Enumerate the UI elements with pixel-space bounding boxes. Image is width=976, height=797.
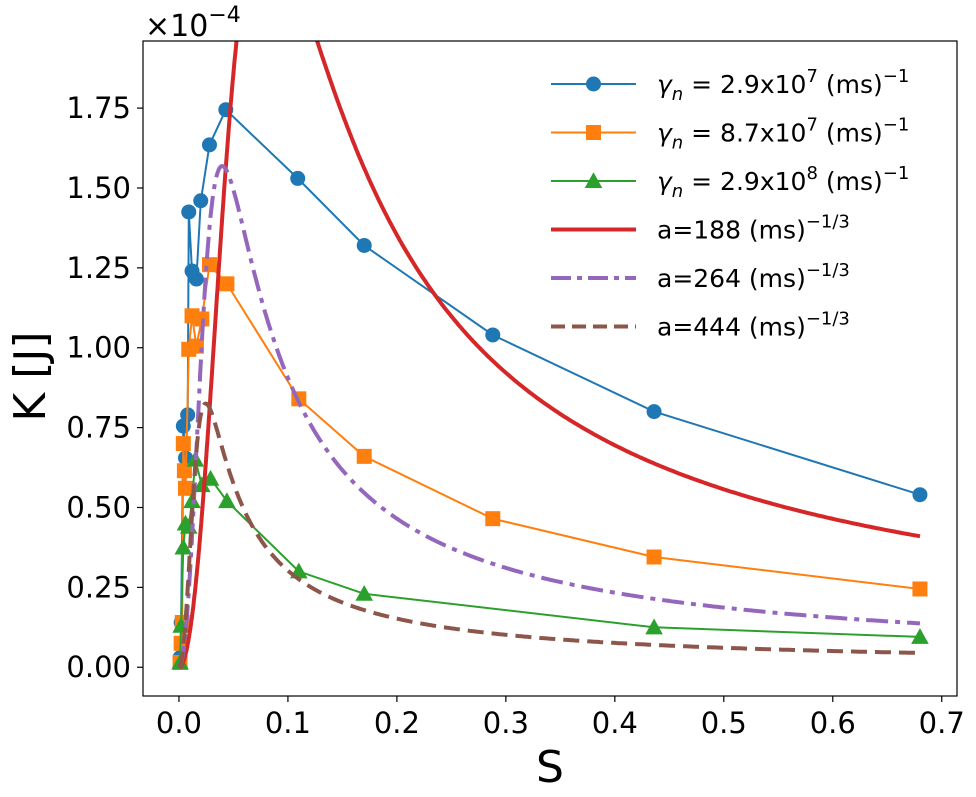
x-tick-label: 0.6 — [810, 706, 856, 740]
legend-item-6: a=444 (ms)−1/3 — [551, 309, 850, 342]
x-axis-title: S — [536, 742, 564, 793]
x-tick-label: 0.4 — [592, 706, 638, 740]
data-point — [355, 584, 374, 601]
y-tick-label: 1.50 — [66, 171, 131, 205]
x-tick-label: 0.3 — [483, 706, 529, 740]
y-multiplier-base: ×10 — [145, 9, 208, 44]
data-point — [485, 327, 501, 343]
data-point — [912, 487, 928, 503]
legend-marker — [586, 125, 601, 140]
data-point — [218, 492, 236, 509]
model-curve — [177, 401, 920, 669]
legend-label: a=444 (ms)−1/3 — [657, 309, 850, 342]
legend-label: a=188 (ms)−1/3 — [657, 212, 850, 245]
series-line — [179, 459, 921, 663]
legend-marker — [584, 172, 603, 189]
legend-item-5: a=264 (ms)−1/3 — [551, 260, 850, 293]
legend-item-3: γn = 2.9x108 (ms)−1 — [551, 163, 909, 202]
legend: γn = 2.9x107 (ms)−1 γn = 8.7x107 (ms)−1 γn… — [551, 66, 909, 342]
x-tick-label: 0.1 — [265, 706, 311, 740]
y-tick-label: 1.75 — [66, 91, 131, 125]
y-multiplier-exponent: −4 — [208, 3, 240, 28]
y-tick-label: 0.50 — [66, 490, 131, 524]
series-layer — [171, 41, 929, 670]
data-point — [911, 628, 929, 644]
data-point — [912, 581, 928, 597]
data-point — [356, 448, 372, 464]
y-tick-label: 1.25 — [66, 251, 131, 285]
x-tick-label: 0.2 — [374, 706, 420, 740]
data-point — [646, 549, 662, 565]
legend-item-2: γn = 8.7x107 (ms)−1 — [551, 115, 909, 154]
x-tick-label: 0.7 — [919, 706, 965, 740]
data-point — [175, 436, 191, 452]
data-point — [645, 618, 663, 635]
plot-frame — [142, 40, 958, 697]
data-point — [188, 271, 204, 287]
legend-label: γn = 8.7x107 (ms)−1 — [657, 115, 909, 154]
data-point — [177, 480, 193, 496]
legend-item-4: a=188 (ms)−1/3 — [551, 212, 850, 245]
y-tick-label: 1.00 — [66, 331, 131, 365]
series-4 — [177, 41, 921, 670]
data-point — [201, 137, 217, 153]
data-point — [356, 237, 372, 253]
data-point — [193, 193, 209, 209]
y-tick-label: 0.75 — [66, 411, 131, 445]
x-tick-label: 0.0 — [156, 706, 202, 740]
data-point — [174, 538, 193, 555]
ticks-layer: 0.0 0.1 0.2 0.3 0.4 0.5 0.6 0.7 0.00 0.25 0.50 0.75… — [66, 91, 964, 740]
legend-label: γn = 2.9x108 (ms)−1 — [657, 163, 909, 202]
legend-marker — [586, 76, 601, 92]
x-tick-label: 0.5 — [701, 706, 747, 740]
series-6 — [177, 401, 920, 669]
model-curve — [177, 164, 921, 669]
axes-layer — [142, 40, 958, 697]
legend-label: a=264 (ms)−1/3 — [657, 260, 850, 293]
data-point — [193, 476, 211, 493]
y-axis-title: K [J] — [5, 331, 56, 421]
model-curve — [177, 41, 921, 670]
series-5 — [177, 164, 921, 669]
y-tick-label: 0.25 — [66, 570, 131, 604]
legend-item-1: γn = 2.9x107 (ms)−1 — [551, 66, 909, 105]
y-axis-multiplier: ×10−4 — [145, 3, 241, 44]
data-point — [176, 463, 192, 479]
data-point — [485, 511, 501, 527]
data-point — [646, 404, 662, 420]
data-point — [290, 170, 306, 186]
y-tick-label: 0.00 — [66, 650, 131, 684]
data-point — [219, 276, 235, 292]
data-point — [181, 204, 197, 220]
legend-label: γn = 2.9x107 (ms)−1 — [657, 66, 909, 105]
